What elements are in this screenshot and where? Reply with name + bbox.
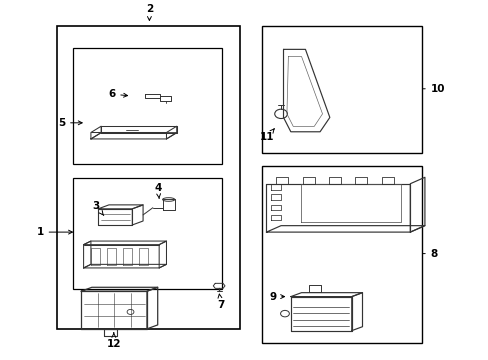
Text: 11: 11: [260, 129, 274, 142]
Text: 10: 10: [422, 84, 445, 94]
Bar: [73, 48, 221, 164]
Text: 2: 2: [145, 4, 153, 21]
Bar: [261, 26, 422, 153]
Text: 12: 12: [106, 333, 121, 348]
Text: 1: 1: [36, 227, 72, 237]
Text: 6: 6: [108, 89, 127, 99]
Text: 9: 9: [268, 292, 284, 302]
Bar: [73, 178, 221, 289]
Text: 5: 5: [58, 118, 82, 128]
Text: 8: 8: [422, 249, 437, 258]
Text: 4: 4: [154, 183, 162, 198]
Bar: [57, 26, 239, 329]
Text: 3: 3: [92, 201, 103, 216]
Text: 7: 7: [217, 294, 224, 310]
Bar: [261, 166, 422, 343]
